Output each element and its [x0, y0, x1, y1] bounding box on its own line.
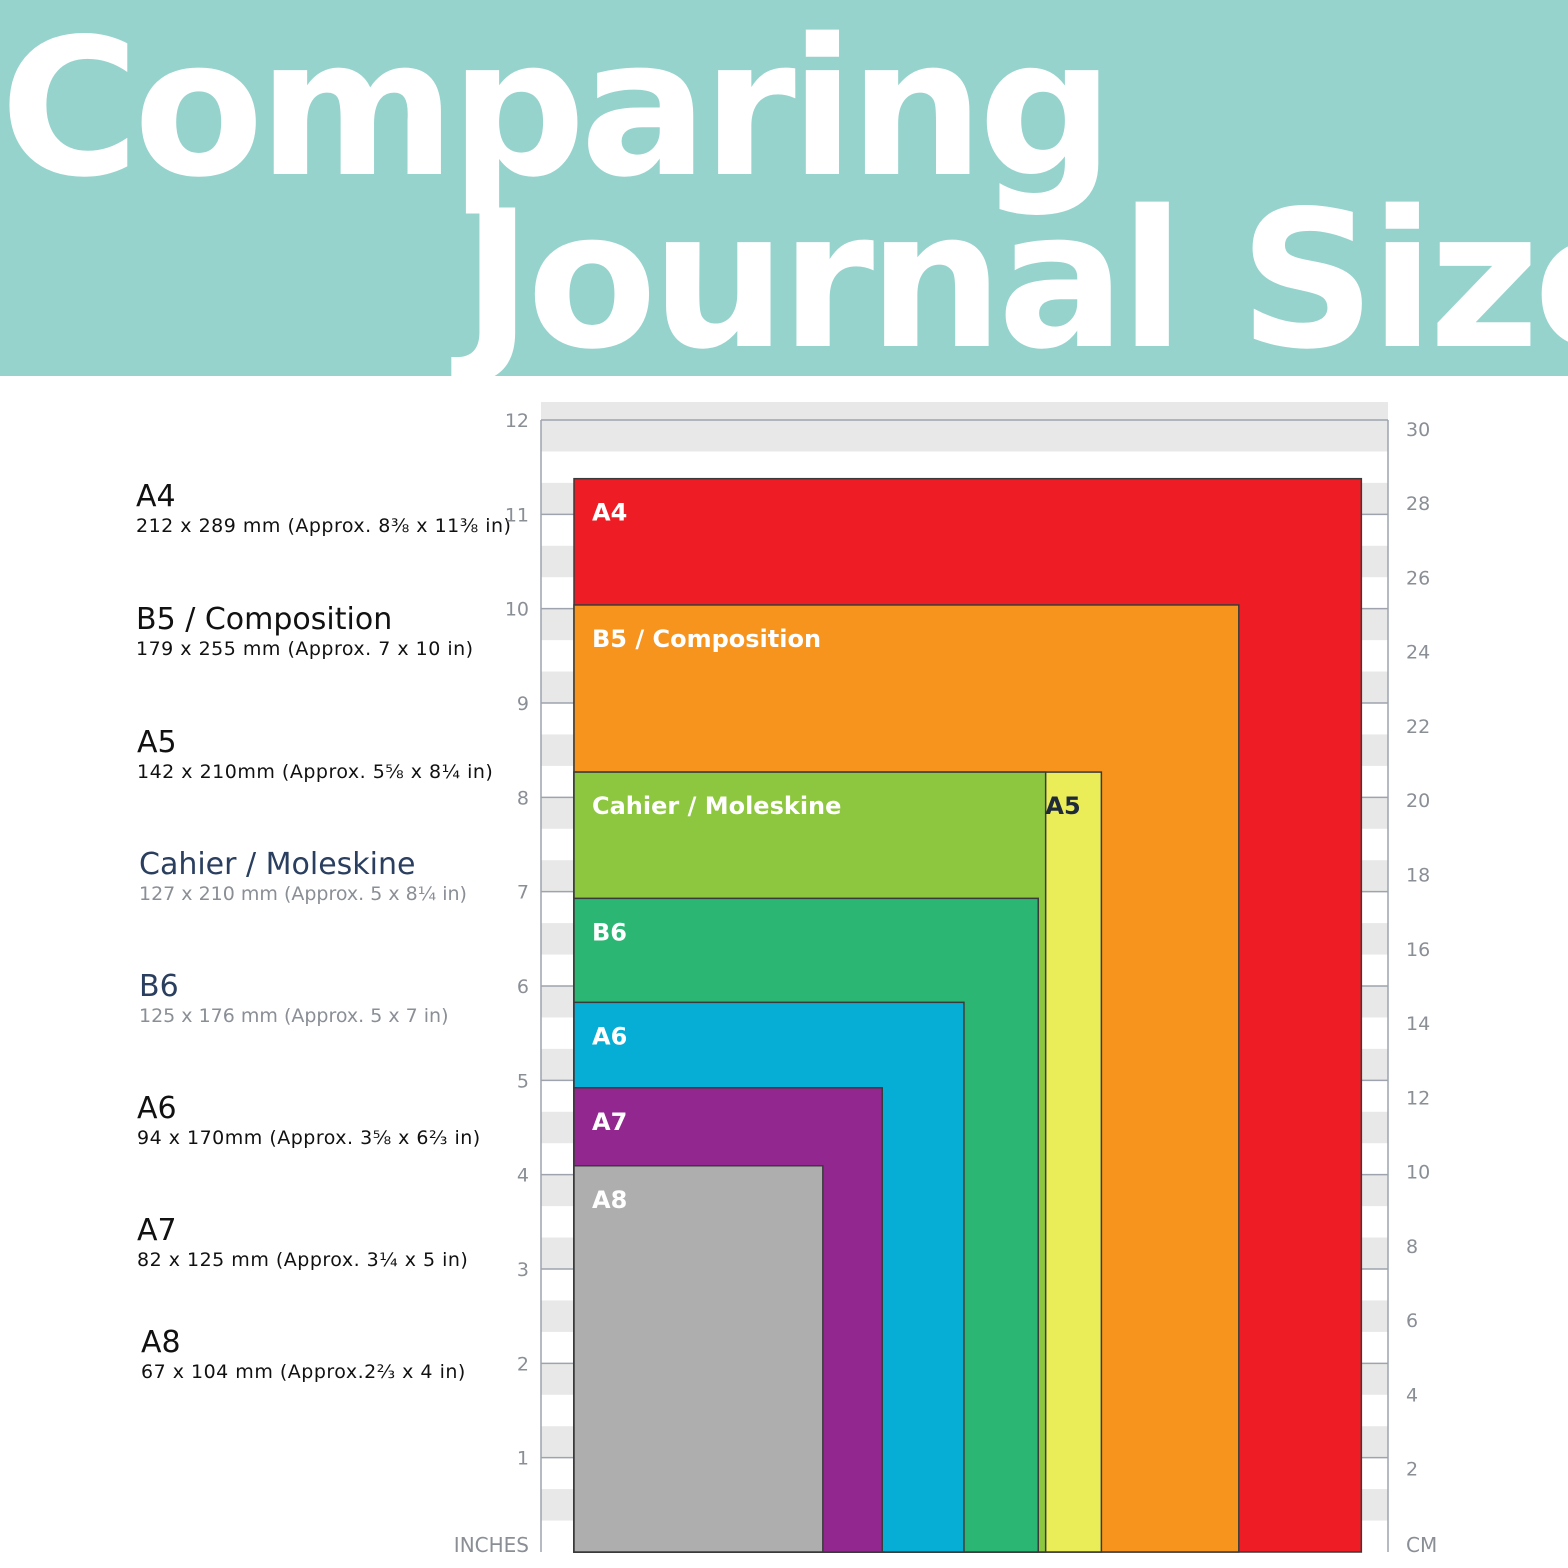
inch-tick-label: 4: [517, 1165, 529, 1187]
cm-tick-label: 14: [1406, 1013, 1430, 1035]
legend-dims: 212 x 289 mm (Approx. 8⅜ x 11⅜ in): [136, 515, 512, 537]
cm-axis-label: CM: [1406, 1533, 1437, 1557]
legend-item-a8: A8 67 x 104 mm (Approx.2⅔ x 4 in): [141, 1326, 466, 1384]
legend-dims: 142 x 210mm (Approx. 5⅝ x 8¼ in): [137, 761, 494, 783]
ruler-top-band: [541, 402, 1388, 420]
inch-tick-label: 2: [517, 1353, 529, 1375]
cm-tick-label: 4: [1406, 1384, 1418, 1406]
legend-name: B6: [139, 969, 179, 1004]
legend-item-cahier: Cahier / Moleskine 127 x 210 mm (Approx.…: [139, 848, 467, 906]
cm-tick-label: 12: [1406, 1087, 1430, 1109]
legend-name: A6: [137, 1091, 177, 1126]
legend-item-b6: B6 125 x 176 mm (Approx. 5 x 7 in): [139, 970, 449, 1028]
legend-item-b5: B5 / Composition 179 x 255 mm (Approx. 7…: [136, 603, 474, 661]
cm-tick-label: 22: [1406, 716, 1430, 738]
legend-dims: 179 x 255 mm (Approx. 7 x 10 in): [136, 638, 474, 660]
legend-item-a6: A6 94 x 170mm (Approx. 3⅝ x 6⅔ in): [137, 1092, 481, 1150]
legend-dims: 127 x 210 mm (Approx. 5 x 8¼ in): [139, 883, 467, 905]
title-banner: Comparing Journal Sizes: [0, 0, 1568, 376]
legend-name: A7: [137, 1213, 177, 1248]
inch-tick-label: 5: [517, 1070, 529, 1092]
inch-tick-label: 9: [517, 693, 529, 715]
cm-tick-label: 28: [1406, 493, 1430, 515]
inch-tick-label: 11: [505, 504, 529, 526]
size-rect-label: B5 / Composition: [592, 625, 821, 653]
legend-name: A5: [137, 725, 177, 760]
inch-tick-label: 10: [505, 599, 529, 621]
size-rect-label: A5: [1045, 792, 1080, 820]
legend-item-a7: A7 82 x 125 mm (Approx. 3¼ x 5 in): [137, 1214, 468, 1272]
size-rect-label: A7: [592, 1108, 627, 1136]
legend-dims: 67 x 104 mm (Approx.2⅔ x 4 in): [141, 1361, 466, 1383]
cm-tick-label: 6: [1406, 1310, 1418, 1332]
inch-tick-label: 8: [517, 787, 529, 809]
inch-tick-label: 7: [517, 882, 529, 904]
legend-name: A4: [136, 479, 176, 514]
legend-item-a4: A4 212 x 289 mm (Approx. 8⅜ x 11⅜ in): [136, 480, 511, 538]
size-rect: [573, 1165, 824, 1553]
legend-dims: 82 x 125 mm (Approx. 3¼ x 5 in): [137, 1249, 469, 1271]
size-legend: A4 212 x 289 mm (Approx. 8⅜ x 11⅜ in) B5…: [0, 380, 511, 1480]
legend-name: A8: [141, 1325, 181, 1360]
inch-tick-label: 3: [517, 1259, 529, 1281]
size-rect-label: A6: [592, 1022, 627, 1050]
legend-dims: 94 x 170mm (Approx. 3⅝ x 6⅔ in): [137, 1127, 481, 1149]
cm-tick-label: 2: [1406, 1459, 1418, 1481]
inch-tick-label: 6: [517, 976, 529, 998]
title-line-2: Journal Sizes: [462, 170, 1568, 376]
cm-tick-label: 16: [1406, 939, 1430, 961]
cm-tick-label: 8: [1406, 1236, 1418, 1258]
cm-tick-label: 10: [1406, 1162, 1430, 1184]
legend-name: B5 / Composition: [136, 602, 393, 637]
size-rect-label: B6: [592, 918, 627, 946]
cm-tick-label: 18: [1406, 864, 1430, 886]
size-rectangles: [573, 477, 1363, 1553]
legend-dims: 125 x 176 mm (Approx. 5 x 7 in): [139, 1005, 449, 1027]
cm-tick-label: 20: [1406, 790, 1430, 812]
cm-tick-label: 24: [1406, 642, 1430, 664]
size-rect-label: Cahier / Moleskine: [592, 792, 841, 820]
cm-tick-label: 30: [1406, 419, 1430, 441]
inch-tick-label: 12: [505, 410, 529, 432]
cm-tick-label: 26: [1406, 567, 1430, 589]
legend-name: Cahier / Moleskine: [139, 847, 416, 882]
title-line-1: Comparing: [0, 0, 1114, 219]
inches-axis-label: INCHES: [454, 1533, 529, 1557]
size-rect-label: A4: [592, 499, 627, 527]
size-rect-label: A8: [592, 1186, 627, 1214]
ruler-band: [541, 420, 1388, 452]
inch-tick-label: 1: [517, 1448, 529, 1470]
legend-item-a5: A5 142 x 210mm (Approx. 5⅝ x 8¼ in): [137, 726, 493, 784]
